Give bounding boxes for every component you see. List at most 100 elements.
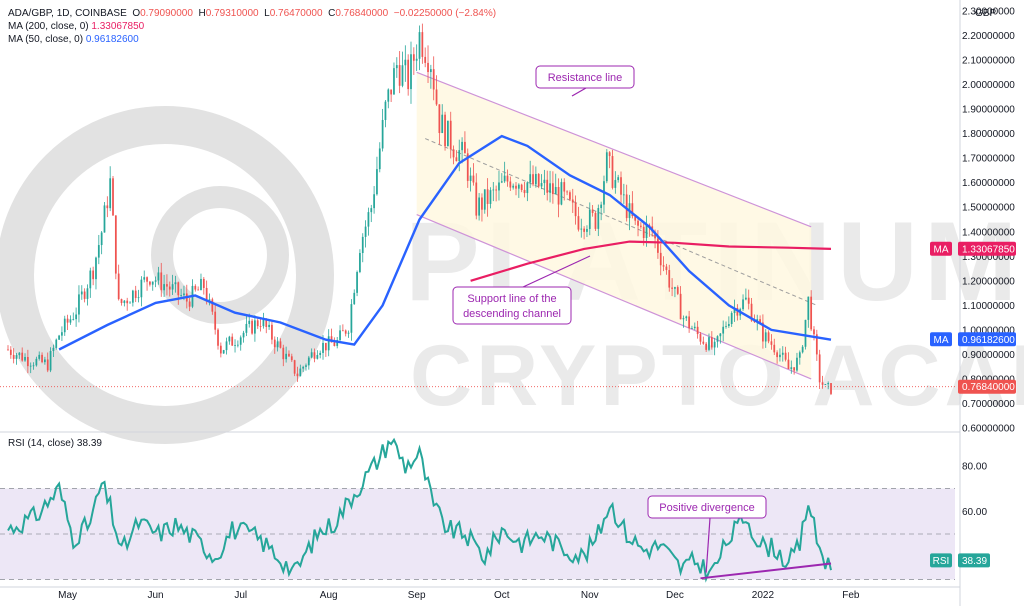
- candle-body[interactable]: [231, 336, 234, 346]
- candle-body[interactable]: [342, 330, 344, 332]
- candle-body[interactable]: [529, 174, 532, 183]
- candle-body[interactable]: [293, 360, 296, 374]
- candle-body[interactable]: [254, 320, 256, 334]
- candle-body[interactable]: [205, 287, 208, 302]
- candle-body[interactable]: [307, 357, 310, 366]
- candle-body[interactable]: [534, 173, 537, 185]
- candle-body[interactable]: [78, 294, 80, 315]
- candle-body[interactable]: [276, 341, 279, 348]
- candle-body[interactable]: [540, 183, 543, 187]
- candle-body[interactable]: [719, 333, 722, 337]
- candle-body[interactable]: [725, 325, 727, 327]
- candle-body[interactable]: [495, 189, 498, 191]
- candle-body[interactable]: [543, 179, 546, 184]
- candle-body[interactable]: [316, 354, 319, 359]
- candle-body[interactable]: [563, 182, 566, 192]
- candle-body[interactable]: [15, 355, 18, 359]
- candle-body[interactable]: [600, 204, 603, 209]
- candle-body[interactable]: [509, 181, 512, 188]
- candle-body[interactable]: [580, 228, 583, 230]
- candle-body[interactable]: [665, 266, 668, 271]
- candle-body[interactable]: [818, 354, 821, 383]
- candle-body[interactable]: [798, 352, 801, 358]
- candle-body[interactable]: [676, 287, 679, 294]
- candle-body[interactable]: [736, 308, 739, 316]
- candle-body[interactable]: [464, 141, 466, 154]
- candle-body[interactable]: [256, 320, 259, 327]
- candle-body[interactable]: [265, 319, 268, 328]
- candle-body[interactable]: [123, 300, 126, 304]
- candle-body[interactable]: [83, 291, 86, 299]
- candle-body[interactable]: [225, 341, 228, 351]
- candle-body[interactable]: [523, 189, 526, 194]
- candle-body[interactable]: [387, 89, 390, 102]
- legend-ma200[interactable]: MA (200, close, 0) 1.33067850: [8, 20, 144, 33]
- candle-body[interactable]: [447, 120, 449, 147]
- candle-body[interactable]: [282, 347, 285, 360]
- candle-body[interactable]: [154, 280, 157, 282]
- candle-body[interactable]: [41, 354, 43, 363]
- candle-body[interactable]: [566, 191, 568, 193]
- candle-body[interactable]: [305, 365, 307, 367]
- candle-body[interactable]: [29, 365, 32, 367]
- candle-body[interactable]: [478, 197, 480, 216]
- candle-body[interactable]: [455, 157, 458, 162]
- candle-body[interactable]: [103, 205, 106, 233]
- candle-body[interactable]: [444, 114, 446, 147]
- candle-body[interactable]: [705, 343, 708, 350]
- candle-body[interactable]: [475, 182, 478, 216]
- candle-body[interactable]: [793, 367, 796, 371]
- candle-body[interactable]: [796, 357, 798, 371]
- candle-body[interactable]: [645, 225, 648, 239]
- candle-body[interactable]: [7, 349, 9, 351]
- candle-body[interactable]: [390, 89, 393, 95]
- candle-body[interactable]: [353, 292, 356, 305]
- candle-body[interactable]: [637, 220, 639, 226]
- candle-body[interactable]: [642, 226, 645, 239]
- candle-body[interactable]: [404, 59, 407, 66]
- candle-body[interactable]: [824, 384, 827, 385]
- candle-body[interactable]: [180, 295, 182, 296]
- candle-body[interactable]: [560, 182, 563, 205]
- candles[interactable]: [7, 23, 832, 395]
- candle-body[interactable]: [659, 252, 662, 266]
- candle-body[interactable]: [503, 175, 506, 182]
- candle-body[interactable]: [517, 184, 520, 189]
- candle-body[interactable]: [288, 353, 290, 357]
- candle-body[interactable]: [322, 342, 324, 353]
- candle-body[interactable]: [532, 174, 534, 185]
- candle-body[interactable]: [552, 183, 554, 195]
- divergence-line[interactable]: [700, 562, 832, 580]
- candle-body[interactable]: [415, 58, 418, 61]
- candle-body[interactable]: [432, 69, 435, 90]
- candle-body[interactable]: [157, 272, 160, 281]
- candle-body[interactable]: [228, 336, 231, 342]
- candle-body[interactable]: [790, 367, 793, 369]
- candle-body[interactable]: [239, 337, 242, 345]
- candle-body[interactable]: [72, 319, 75, 320]
- annotation-support-box[interactable]: [452, 286, 572, 325]
- candle-body[interactable]: [109, 178, 112, 209]
- candle-body[interactable]: [163, 284, 165, 291]
- candle-body[interactable]: [234, 345, 236, 346]
- candle-body[interactable]: [376, 169, 378, 195]
- candle-body[interactable]: [691, 328, 693, 329]
- candle-body[interactable]: [657, 238, 659, 253]
- candle-body[interactable]: [373, 194, 375, 209]
- candle-body[interactable]: [344, 330, 347, 334]
- candle-body[interactable]: [126, 300, 129, 304]
- candle-body[interactable]: [483, 189, 486, 210]
- candle-body[interactable]: [38, 354, 41, 359]
- candle-body[interactable]: [671, 287, 673, 289]
- candle-body[interactable]: [489, 190, 492, 204]
- candle-body[interactable]: [767, 332, 770, 342]
- candle-body[interactable]: [770, 341, 773, 345]
- candle-body[interactable]: [821, 382, 824, 385]
- candle-body[interactable]: [574, 202, 577, 217]
- candle-body[interactable]: [827, 383, 830, 385]
- candle-body[interactable]: [699, 334, 702, 342]
- candle-body[interactable]: [506, 175, 509, 182]
- candle-body[interactable]: [75, 314, 77, 320]
- candle-body[interactable]: [361, 236, 364, 254]
- candle-body[interactable]: [35, 358, 38, 366]
